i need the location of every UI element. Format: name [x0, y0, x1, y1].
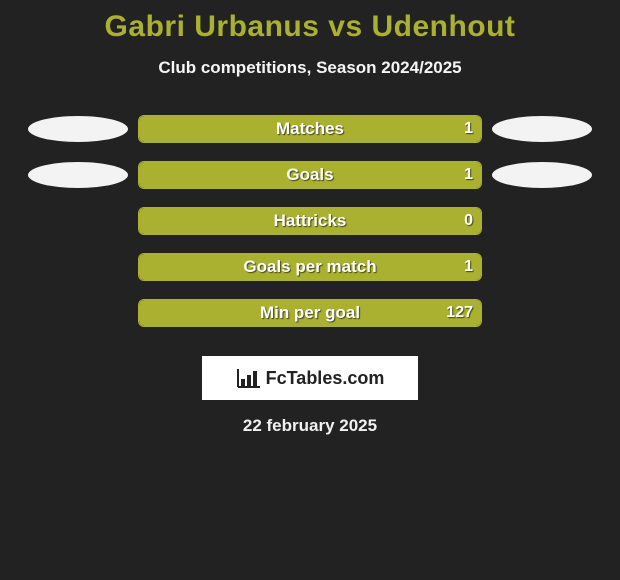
stat-bar: Hattricks0 [138, 207, 482, 235]
stat-bar: Min per goal127 [138, 299, 482, 327]
left-ellipse [28, 162, 128, 188]
stat-bar: Goals per match1 [138, 253, 482, 281]
stat-right-value: 0 [464, 208, 473, 234]
stat-bar: Matches1 [138, 115, 482, 143]
left-ellipse [28, 116, 128, 142]
stat-right-value: 1 [464, 116, 473, 142]
stat-row: Goals per match1 [0, 244, 620, 290]
stat-row: Matches1 [0, 106, 620, 152]
stat-label: Goals per match [139, 254, 481, 280]
stat-row: Hattricks0 [0, 198, 620, 244]
stat-bar: Goals1 [138, 161, 482, 189]
date-label: 22 february 2025 [0, 416, 620, 436]
stat-right-value: 1 [464, 254, 473, 280]
stat-label: Matches [139, 116, 481, 142]
stat-label: Hattricks [139, 208, 481, 234]
stat-right-value: 1 [464, 162, 473, 188]
stat-label: Goals [139, 162, 481, 188]
bar-chart-icon [236, 367, 262, 389]
logo-box: FcTables.com [202, 356, 418, 400]
stat-right-value: 127 [446, 300, 473, 326]
page-title: Gabri Urbanus vs Udenhout [0, 0, 620, 44]
stats-container: Matches1Goals1Hattricks0Goals per match1… [0, 106, 620, 336]
right-ellipse [492, 116, 592, 142]
right-ellipse [492, 162, 592, 188]
logo-text: FcTables.com [266, 368, 385, 389]
page-subtitle: Club competitions, Season 2024/2025 [0, 58, 620, 78]
stat-row: Min per goal127 [0, 290, 620, 336]
stat-label: Min per goal [139, 300, 481, 326]
stat-row: Goals1 [0, 152, 620, 198]
